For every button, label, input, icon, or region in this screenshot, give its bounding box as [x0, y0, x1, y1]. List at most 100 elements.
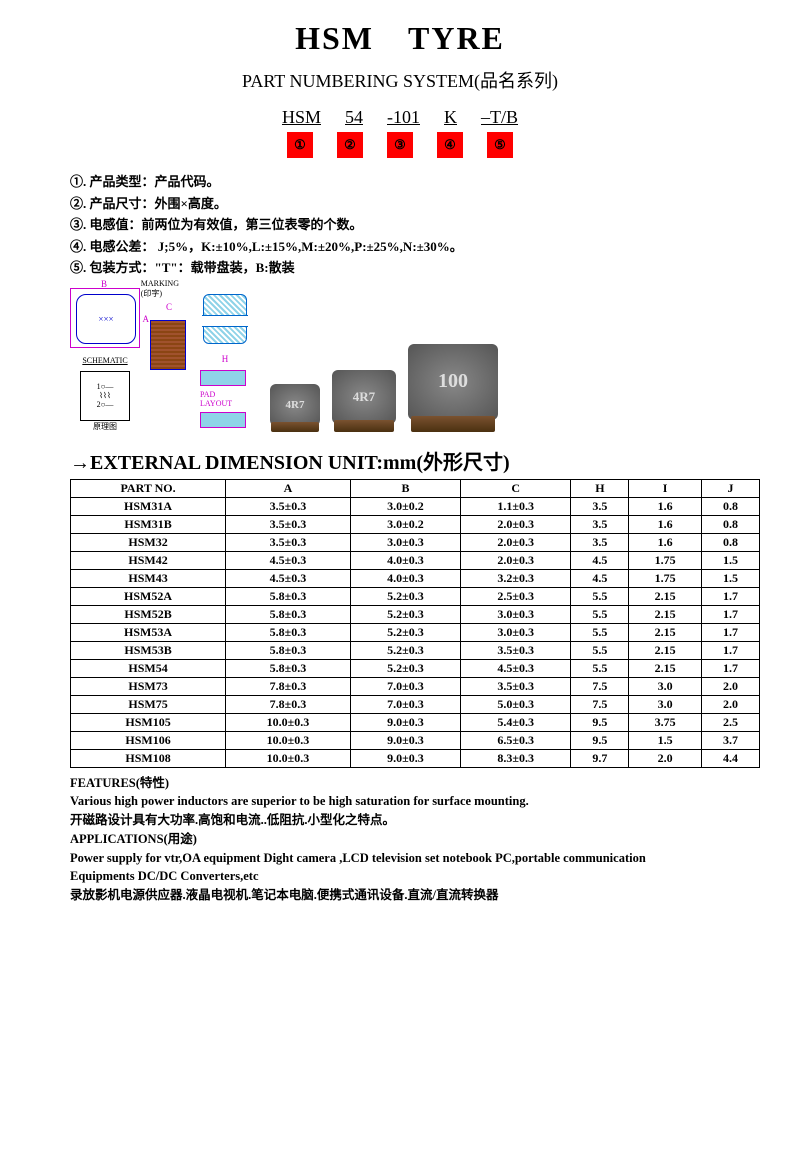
- table-cell: 3.2±0.3: [461, 569, 571, 587]
- table-cell: 3.7: [701, 731, 759, 749]
- table-cell: 3.0±0.2: [350, 515, 460, 533]
- table-cell: 4.5±0.3: [226, 551, 351, 569]
- table-cell: HSM32: [71, 533, 226, 551]
- section-heading: →EXTERNAL DIMENSION UNIT:mm(外形尺寸): [70, 446, 750, 475]
- table-row: HSM757.8±0.37.0±0.35.0±0.37.53.02.0: [71, 695, 760, 713]
- table-row: HSM545.8±0.35.2±0.34.5±0.35.52.151.7: [71, 659, 760, 677]
- table-cell: 7.8±0.3: [226, 677, 351, 695]
- table-cell: 3.5: [571, 497, 629, 515]
- table-cell: 4.0±0.3: [350, 569, 460, 587]
- table-cell: 1.6: [629, 533, 702, 551]
- table-cell: 2.15: [629, 605, 702, 623]
- table-row: HSM424.5±0.34.0±0.32.0±0.34.51.751.5: [71, 551, 760, 569]
- marking-xxx: ×××: [76, 294, 136, 344]
- table-cell: 7.5: [571, 695, 629, 713]
- dimension-table: PART NO.ABCHIJ HSM31A3.5±0.33.0±0.21.1±0…: [70, 479, 760, 768]
- table-cell: 5.2±0.3: [350, 587, 460, 605]
- schematic-icon: 1○— ⌇⌇⌇ 2○—: [80, 371, 130, 421]
- legend-1: ①. 产品类型：产品代码。: [70, 172, 730, 192]
- table-cell: 7.0±0.3: [350, 695, 460, 713]
- table-cell: 2.0: [701, 695, 759, 713]
- label-b: B: [101, 279, 107, 289]
- component-base: [334, 420, 394, 432]
- legend-3: ③. 电感值：前两位为有效值，第三位表零的个数。: [70, 215, 730, 235]
- part-number-row: HSM 54 -101 K –T/B: [50, 107, 750, 128]
- table-cell: 3.0: [629, 695, 702, 713]
- table-cell: 5.8±0.3: [226, 587, 351, 605]
- table-cell: 9.0±0.3: [350, 731, 460, 749]
- table-cell: 3.0±0.3: [350, 533, 460, 551]
- component-body: 100: [408, 344, 498, 420]
- label-a: A: [143, 314, 150, 324]
- schematic-label: SCHEMATIC: [82, 356, 127, 365]
- table-cell: 5.2±0.3: [350, 641, 460, 659]
- table-cell: 2.0±0.3: [461, 533, 571, 551]
- front-hatched-icon: [203, 294, 247, 344]
- table-cell: 2.5±0.3: [461, 587, 571, 605]
- diagram-side-view: C: [150, 312, 190, 432]
- table-row: HSM31A3.5±0.33.0±0.21.1±0.33.51.60.8: [71, 497, 760, 515]
- table-row: HSM10810.0±0.39.0±0.38.3±0.39.72.04.4: [71, 749, 760, 767]
- table-cell: 2.0: [629, 749, 702, 767]
- table-row: HSM53B5.8±0.35.2±0.33.5±0.35.52.151.7: [71, 641, 760, 659]
- table-row: HSM10510.0±0.39.0±0.35.4±0.39.53.752.5: [71, 713, 760, 731]
- table-row: HSM53A5.8±0.35.2±0.33.0±0.35.52.151.7: [71, 623, 760, 641]
- table-cell: 4.4: [701, 749, 759, 767]
- table-cell: 8.3±0.3: [461, 749, 571, 767]
- table-cell: 4.5±0.3: [461, 659, 571, 677]
- table-cell: 0.8: [701, 515, 759, 533]
- table-cell: 9.0±0.3: [350, 713, 460, 731]
- table-cell: 3.0±0.3: [461, 623, 571, 641]
- applications-text-1: Power supply for vtr,OA equipment Dight …: [70, 849, 730, 868]
- component-photo-2: 4R7: [332, 370, 396, 432]
- table-cell: 3.5±0.3: [226, 533, 351, 551]
- table-cell: 5.2±0.3: [350, 623, 460, 641]
- table-cell: 1.6: [629, 497, 702, 515]
- table-cell: HSM53B: [71, 641, 226, 659]
- main-title: HSM TYRE: [50, 20, 750, 57]
- table-row: HSM737.8±0.37.0±0.33.5±0.37.53.02.0: [71, 677, 760, 695]
- label-h: H: [222, 354, 229, 364]
- table-cell: 3.0±0.3: [461, 605, 571, 623]
- table-row: HSM52A5.8±0.35.2±0.32.5±0.35.52.151.7: [71, 587, 760, 605]
- table-cell: 1.5: [701, 551, 759, 569]
- pn-seg-5: –T/B: [481, 107, 518, 128]
- table-cell: 1.7: [701, 605, 759, 623]
- table-cell: 2.5: [701, 713, 759, 731]
- applications-text-3: 录放影机电源供应器.液晶电视机.笔记本电脑.便携式通讯设备.直流/直流转换器: [70, 886, 730, 905]
- table-header: PART NO.: [71, 479, 226, 497]
- notes-block: FEATURES(特性) Various high power inductor…: [70, 774, 730, 905]
- pad-top: [200, 370, 246, 386]
- table-cell: 5.0±0.3: [461, 695, 571, 713]
- table-cell: 5.2±0.3: [350, 659, 460, 677]
- pn-seg-3: -101: [387, 107, 420, 128]
- legend-4: ④. 电感公差： J;5%，K:±10%,L:±15%,M:±20%,P:±25…: [70, 237, 730, 257]
- table-cell: 6.5±0.3: [461, 731, 571, 749]
- table-cell: 3.75: [629, 713, 702, 731]
- table-cell: 9.5: [571, 731, 629, 749]
- component-photo-3: 100: [408, 344, 498, 432]
- table-cell: 5.5: [571, 605, 629, 623]
- pad-bottom: [200, 412, 246, 428]
- table-cell: 9.7: [571, 749, 629, 767]
- pn-seg-4: K: [444, 107, 457, 128]
- diagrams-row: B A MARKING(印字) ××× SCHEMATIC 1○— ⌇⌇⌇ 2○…: [70, 288, 750, 432]
- table-cell: 0.8: [701, 533, 759, 551]
- table-cell: 9.5: [571, 713, 629, 731]
- table-cell: HSM31B: [71, 515, 226, 533]
- subtitle: PART NUMBERING SYSTEM(品名系列): [50, 67, 750, 93]
- badge-2: ②: [337, 132, 363, 158]
- table-header: J: [701, 479, 759, 497]
- table-row: HSM10610.0±0.39.0±0.36.5±0.39.51.53.7: [71, 731, 760, 749]
- table-header: B: [350, 479, 460, 497]
- table-cell: 7.0±0.3: [350, 677, 460, 695]
- table-cell: 5.8±0.3: [226, 605, 351, 623]
- table-cell: 5.5: [571, 659, 629, 677]
- table-cell: 4.5: [571, 569, 629, 587]
- table-header: A: [226, 479, 351, 497]
- table-row: HSM434.5±0.34.0±0.33.2±0.34.51.751.5: [71, 569, 760, 587]
- table-cell: 3.0±0.2: [350, 497, 460, 515]
- table-cell: 5.8±0.3: [226, 623, 351, 641]
- table-row: HSM31B3.5±0.33.0±0.22.0±0.33.51.60.8: [71, 515, 760, 533]
- table-cell: 10.0±0.3: [226, 749, 351, 767]
